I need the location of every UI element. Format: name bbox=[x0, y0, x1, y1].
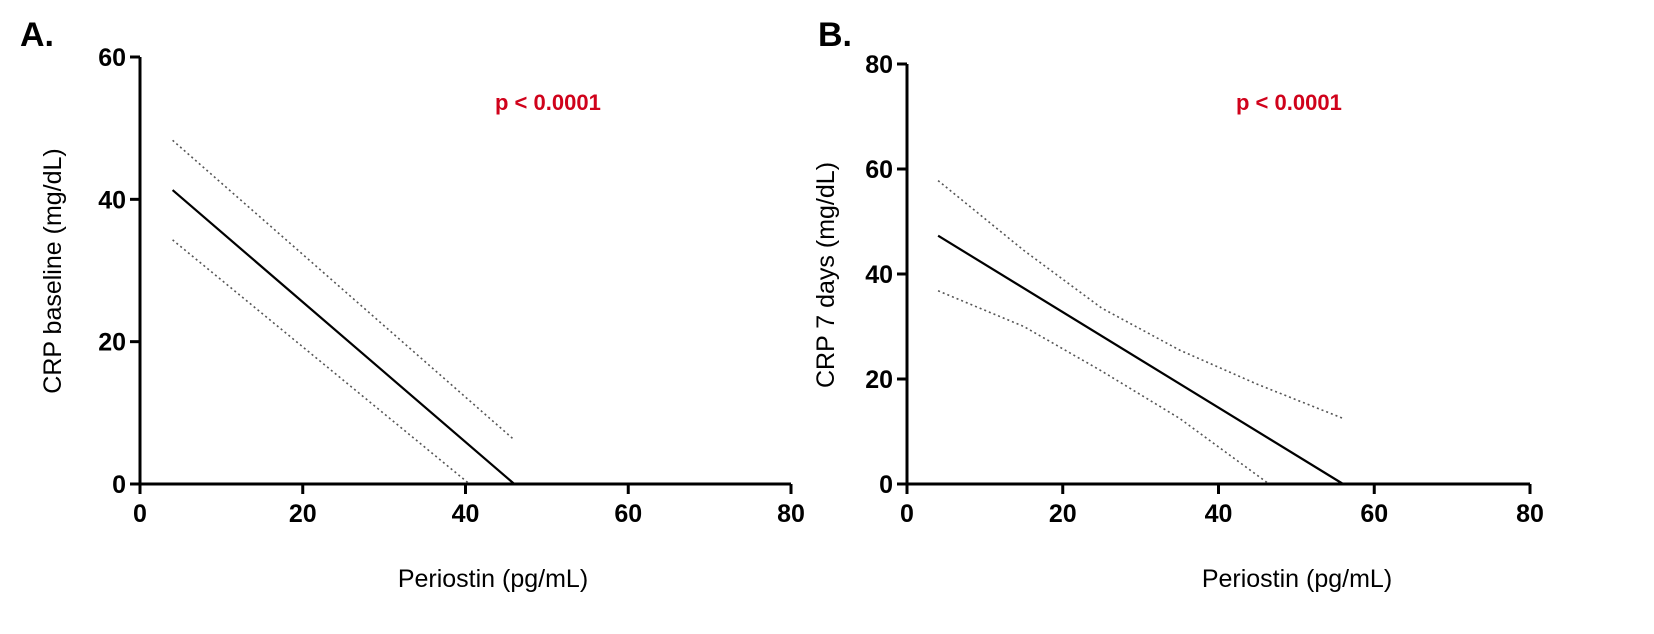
panel-b-confidence-band-line-2 bbox=[937, 290, 1270, 485]
panel-b-y-tick-label: 0 bbox=[879, 471, 893, 499]
panel-a-y-tick-label: 40 bbox=[98, 186, 126, 214]
panel-b-y-tick-label: 80 bbox=[865, 51, 893, 79]
panel-a-x-tick-label: 0 bbox=[133, 500, 147, 528]
panel-b-y-tick-label: 60 bbox=[865, 156, 893, 184]
panel-a-x-tick-label: 20 bbox=[289, 500, 317, 528]
panel-b-confidence-band-line-1 bbox=[937, 179, 1344, 420]
panel-a-axes: 0 20 40 60 80 0 20 40 60 bbox=[98, 44, 805, 528]
panel-a-regression-line bbox=[171, 189, 516, 485]
panel-a-x-tick-label: 80 bbox=[777, 500, 805, 528]
chart-panel-a: A. p < 0.0001 Periostin (pg/mL) CRP base… bbox=[20, 16, 805, 593]
panel-b-x-tick-label: 0 bbox=[900, 500, 914, 528]
panel-b-x-tick-label: 80 bbox=[1516, 500, 1544, 528]
panel-a-y-axis-title: CRP baseline (mg/dL) bbox=[39, 148, 67, 393]
panel-b-y-tick-label: 40 bbox=[865, 261, 893, 289]
panel-a-label: A. bbox=[20, 16, 54, 54]
panel-b-plot-lines bbox=[937, 179, 1344, 485]
panel-a-confidence-band-line-1 bbox=[172, 139, 515, 441]
panel-a-p-value: p < 0.0001 bbox=[495, 90, 601, 115]
panel-b-x-tick-label: 40 bbox=[1205, 500, 1233, 528]
panel-b-x-axis-title: Periostin (pg/mL) bbox=[1202, 565, 1392, 593]
panel-b-label: B. bbox=[818, 16, 852, 54]
panel-b-y-axis-title: CRP 7 days (mg/dL) bbox=[812, 162, 840, 388]
panel-b-y-tick-label: 20 bbox=[865, 366, 893, 394]
panel-b-p-value: p < 0.0001 bbox=[1236, 90, 1342, 115]
panel-a-x-axis-title: Periostin (pg/mL) bbox=[398, 565, 588, 593]
panel-a-y-tick-label: 20 bbox=[98, 329, 126, 357]
chart-panel-b: B. p < 0.0001 Periostin (pg/mL) CRP 7 da… bbox=[812, 16, 1544, 593]
panel-a-confidence-band-line-2 bbox=[172, 239, 471, 485]
panel-b-x-tick-label: 20 bbox=[1049, 500, 1077, 528]
panel-a-y-tick-label: 60 bbox=[98, 44, 126, 72]
panel-a-x-tick-label: 60 bbox=[614, 500, 642, 528]
panel-a-y-tick-label: 0 bbox=[112, 471, 126, 499]
panel-a-x-tick-label: 40 bbox=[452, 500, 480, 528]
panel-b-regression-line bbox=[937, 234, 1344, 485]
panel-a-plot-lines bbox=[171, 139, 516, 485]
panel-b-x-tick-label: 60 bbox=[1360, 500, 1388, 528]
panel-b-axes: 0 20 40 60 80 0 20 40 60 80 bbox=[865, 51, 1544, 528]
